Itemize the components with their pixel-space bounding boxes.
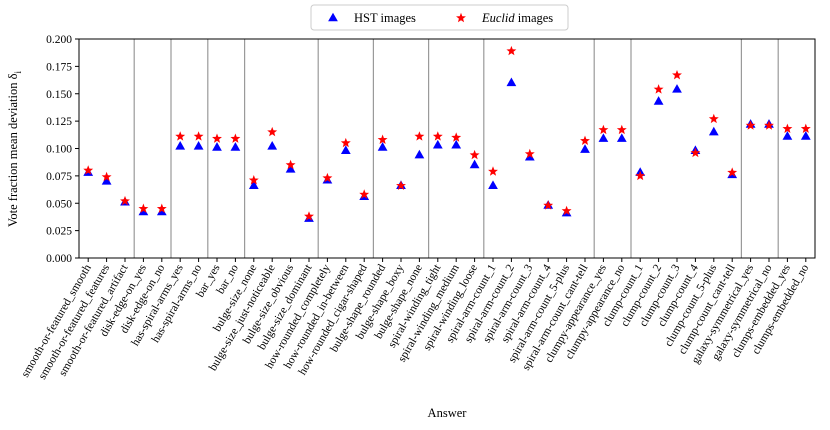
hst-point: [598, 133, 609, 142]
euclid-point: [745, 120, 756, 130]
hst-point: [414, 149, 425, 159]
plot-frame: [78, 38, 816, 259]
hst-point: [101, 176, 112, 185]
y-tick-label: 0.175: [46, 61, 72, 73]
hst-point: [230, 142, 241, 151]
hst-point: [524, 151, 535, 161]
hst-point: [800, 131, 811, 140]
euclid-point: [304, 211, 314, 221]
euclid-point: [359, 189, 370, 199]
hst-point: [672, 84, 682, 93]
hst-point: [193, 141, 204, 150]
y-tick-label: 0.100: [46, 144, 72, 156]
euclid-point: [580, 135, 590, 146]
euclid-point: [598, 124, 609, 135]
hst-point: [506, 77, 517, 87]
hst-point: [616, 133, 627, 142]
euclid-point: [138, 203, 149, 213]
y-axis: 0.000 0.025 0.050 0.075 0.100 0.125 0.150 0.175…: [46, 34, 79, 265]
y-tick-label: 0.075: [46, 171, 72, 183]
y-tick-label: 0.200: [46, 34, 72, 46]
euclid-point: [690, 147, 701, 158]
hst-point: [212, 142, 222, 151]
euclid-point: [267, 126, 278, 137]
euclid-point: [396, 180, 406, 190]
hst-point: [156, 206, 167, 216]
y-axis-label: Vote fraction mean deviation δi: [6, 70, 23, 227]
euclid-point: [193, 131, 204, 141]
euclid-point: [377, 134, 388, 144]
x-axis-label: Answer: [428, 406, 468, 420]
y-axis-label-subscript: i: [13, 70, 23, 73]
euclid-point: [543, 200, 554, 210]
euclid-point: [800, 123, 811, 133]
euclid-point: [156, 203, 167, 213]
hst-point: [488, 180, 498, 190]
euclid-point: [524, 148, 535, 159]
legend-hst-marker: [328, 12, 338, 22]
euclid-point: [432, 131, 443, 141]
y-tick-label: 0.125: [46, 116, 72, 128]
euclid-point: [506, 45, 517, 56]
euclid-point: [764, 120, 774, 130]
euclid-point: [212, 133, 222, 143]
hst-point: [285, 164, 296, 173]
euclid-point: [469, 149, 480, 160]
euclid-point: [322, 172, 333, 183]
euclid-point: [727, 167, 738, 177]
legend-euclid-suffix: images: [515, 11, 554, 25]
y-tick-label: 0.150: [46, 89, 72, 101]
legend-box: [310, 4, 569, 31]
hst-point: [451, 139, 462, 149]
euclid-point: [561, 205, 572, 216]
euclid-point: [451, 132, 462, 142]
hst-point: [175, 141, 186, 150]
hst-point: [653, 96, 664, 105]
hst-point: [340, 145, 351, 154]
euclid-point: [101, 171, 112, 182]
euclid-point: [708, 113, 719, 124]
euclid-point: [672, 69, 682, 80]
y-tick-label: 0.000: [46, 253, 72, 265]
hst-point: [782, 131, 793, 140]
euclid-point: [340, 137, 351, 148]
legend-euclid-marker: [456, 12, 466, 23]
y-tick-label: 0.050: [46, 198, 72, 210]
hst-point: [248, 180, 259, 190]
euclid-point: [230, 133, 241, 143]
hst-point: [708, 126, 719, 136]
euclid-point: [653, 84, 664, 94]
euclid-point: [488, 166, 498, 176]
legend-euclid-label: Euclid images: [481, 11, 553, 25]
x-axis: smooth-or-featured_smoothsmooth-or-featu…: [19, 258, 812, 382]
legend: HST images Euclid images: [310, 4, 569, 31]
euclid-point: [414, 131, 425, 141]
euclid-point: [83, 165, 94, 175]
euclid-point: [635, 170, 646, 181]
hst-point: [580, 144, 590, 153]
euclid-point: [285, 159, 296, 170]
euclid-point: [120, 195, 130, 206]
legend-euclid-italic: Euclid: [481, 11, 515, 25]
euclid-point: [616, 124, 627, 135]
hst-point: [432, 139, 443, 149]
euclid-point: [782, 123, 793, 133]
legend-hst-label: HST images: [354, 11, 416, 25]
hst-point: [377, 142, 388, 151]
euclid-point: [175, 131, 186, 141]
plot-area: [78, 38, 816, 259]
hst-point: [138, 206, 149, 216]
hst-point: [267, 141, 278, 150]
y-tick-label: 0.025: [46, 226, 72, 238]
hst-point: [469, 159, 480, 169]
euclid-point: [248, 175, 259, 185]
y-axis-label-main: Vote fraction mean deviation δ: [6, 73, 20, 227]
